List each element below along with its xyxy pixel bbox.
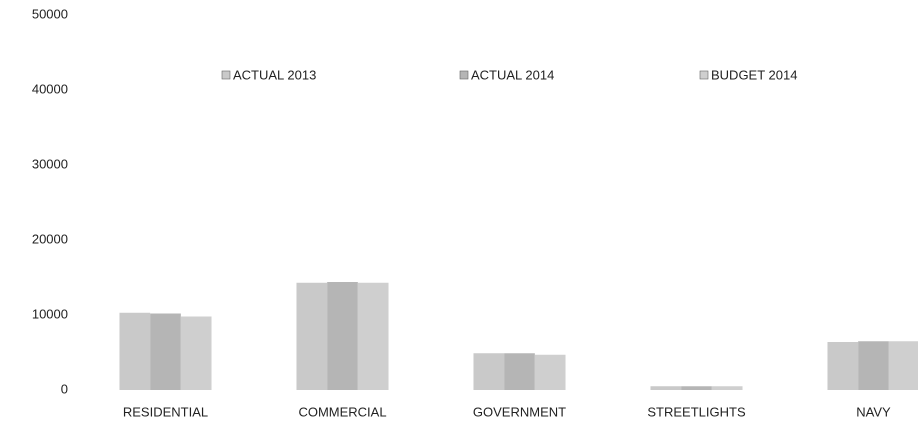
x-tick-label: STREETLIGHTS (647, 404, 746, 419)
bar (119, 312, 151, 390)
legend-swatch (221, 70, 231, 80)
bar (296, 282, 328, 390)
bar (504, 353, 535, 390)
bar (888, 341, 918, 390)
legend-swatch (699, 70, 709, 80)
legend-label: ACTUAL 2014 (471, 67, 554, 82)
y-tick-label: 30000 (32, 156, 68, 171)
bar (534, 354, 566, 390)
y-tick-label: 10000 (32, 306, 68, 321)
bar (327, 282, 358, 390)
x-tick-label: GOVERNMENT (473, 404, 566, 419)
y-tick-label: 0 (61, 381, 68, 396)
bar (180, 316, 212, 390)
bar (711, 386, 743, 390)
y-tick-label: 20000 (32, 231, 68, 246)
bar (858, 341, 889, 390)
bar (357, 282, 389, 390)
y-tick-label: 40000 (32, 81, 68, 96)
x-tick-label: COMMERCIAL (298, 404, 386, 419)
bar (681, 386, 712, 390)
y-tick-label: 50000 (32, 6, 68, 21)
bar (650, 386, 682, 390)
x-tick-label: RESIDENTIAL (123, 404, 208, 419)
legend-swatch (459, 70, 469, 80)
legend-label: ACTUAL 2013 (233, 67, 316, 82)
bar (827, 342, 859, 390)
bar (150, 313, 181, 390)
bar (473, 353, 505, 390)
x-tick-label: NAVY (856, 404, 891, 419)
legend-label: BUDGET 2014 (711, 67, 797, 82)
